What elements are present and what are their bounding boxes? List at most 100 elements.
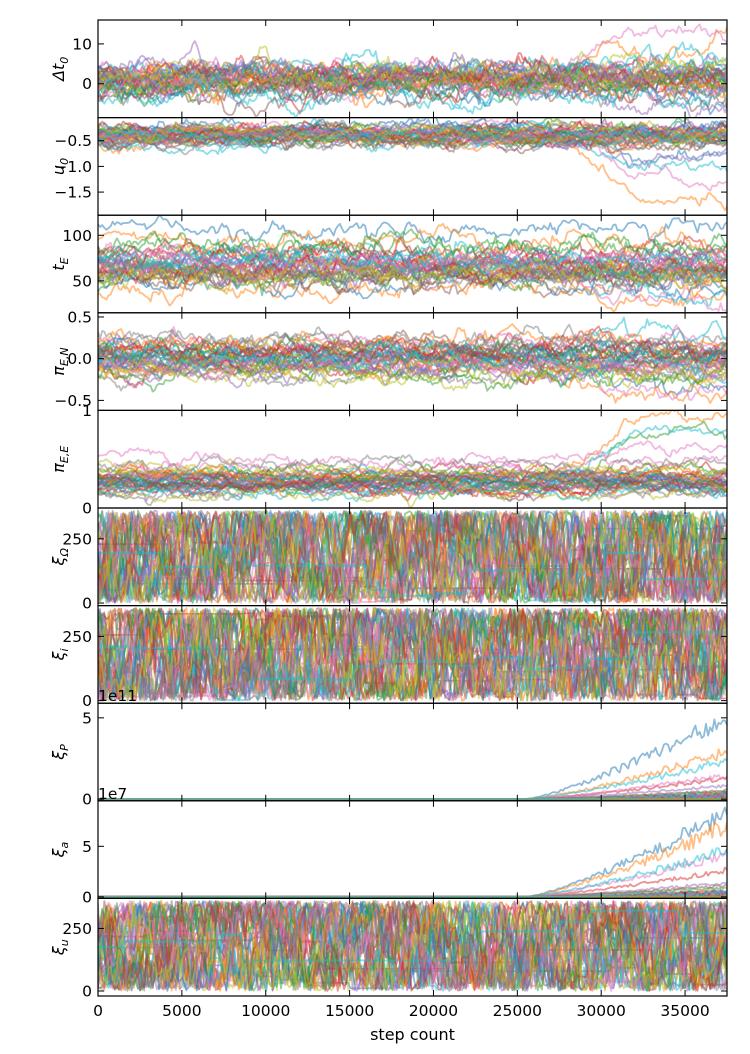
ylabel-sub-xii: i — [58, 648, 71, 651]
xtick-label-5: 25000 — [493, 1002, 542, 1020]
ytick-label-u0-2: −1.5 — [54, 184, 92, 202]
walker-xii-38 — [98, 608, 727, 702]
walker-xiu-39 — [98, 909, 727, 962]
ylabel-sub-xiP: P — [58, 744, 71, 751]
walker-u0-20 — [98, 117, 727, 139]
ylabel-sub-u0: 0 — [58, 158, 71, 165]
walker-xiu-36 — [98, 900, 727, 992]
x-axis: 0 5000 10000 15000 20000 25000 30000 35000 step … — [93, 1002, 710, 1044]
walker-piEE-39 — [98, 477, 727, 503]
ytick-label-dt0-0: 0 — [82, 75, 92, 93]
ytick-label-u0-0: −0.5 — [54, 132, 92, 150]
walker-xia-9 — [98, 847, 727, 898]
ylabel-sub-dt0: 0 — [58, 57, 71, 64]
ylabel-sub-xia: a — [58, 842, 71, 849]
xtick-label-3: 15000 — [325, 1002, 374, 1020]
ylabel-u0: u0 — [49, 158, 71, 175]
ylabel-xia: ξa — [49, 842, 71, 859]
walker-piEE-34 — [98, 468, 727, 495]
ytick-label-piEE-1: 1 — [82, 402, 92, 420]
walker-u0-39 — [98, 120, 727, 150]
walker-piEE-36 — [98, 447, 727, 469]
walker-traces-xia — [98, 806, 727, 898]
ylabel-main-xiOmega: ξ — [49, 555, 68, 566]
ylabel-sub-piEN: E,N — [58, 347, 71, 366]
walker-traces-xiP — [98, 718, 727, 801]
walker-dt0-38 — [98, 56, 727, 98]
walker-piEE-38 — [98, 484, 727, 508]
panel-piEE: 0 1 πE,E — [49, 402, 728, 518]
walker-piEN-39 — [98, 339, 727, 377]
ytick-label-xiu-1: 250 — [62, 920, 92, 938]
walker-xii-35 — [98, 607, 727, 702]
xtick-label-1: 5000 — [162, 1002, 201, 1020]
walker-tE-30 — [98, 215, 727, 244]
walker-traces-u0 — [98, 117, 727, 212]
ylabel-piEN: πE,N — [49, 347, 71, 375]
walker-xii-37 — [98, 607, 727, 702]
ylabel-xii: ξi — [49, 648, 71, 661]
ylabel-main-tE: t — [49, 264, 68, 271]
ylabel-tE: tE — [49, 257, 71, 270]
xtick-label-4: 20000 — [409, 1002, 458, 1020]
ytick-label-xiOmega-0: 0 — [82, 595, 92, 613]
ylabel-main-xiu: ξ — [49, 945, 68, 956]
walker-traces-tE — [98, 215, 727, 313]
walker-xiOmega-31 — [98, 509, 727, 604]
axes-frame-xia — [97, 800, 728, 899]
ylabel-piEE: πE,E — [49, 446, 71, 473]
ytick-label-piEN-1: 0.0 — [67, 350, 92, 368]
walker-tE-39 — [98, 245, 727, 283]
ytick-label-xiP-1: 5 — [82, 709, 92, 727]
xtick-label-2: 10000 — [241, 1002, 290, 1020]
ylabel-sub-tE: E — [58, 257, 71, 264]
ylabel-sub-piEE: E,E — [58, 446, 71, 463]
offset-label-xia: 1e7 — [98, 785, 127, 803]
ytick-label-xii-0: 0 — [82, 692, 92, 710]
walker-dt0-39 — [98, 74, 727, 118]
ytick-label-piEN-2: −0.5 — [54, 392, 92, 410]
panel-xia: 0 5 1e7 ξa — [49, 785, 728, 906]
ytick-label-xiu-0: 0 — [82, 982, 92, 1000]
ytick-label-piEN-0: 0.5 — [67, 308, 92, 326]
walker-piEN-35 — [98, 336, 727, 371]
walker-xiu-37 — [98, 900, 727, 992]
walker-tE-36 — [98, 247, 727, 282]
walker-piEN-38 — [98, 353, 727, 389]
walker-traces-xii — [98, 607, 727, 702]
ylabel-main-xiP: ξ — [49, 750, 68, 761]
walker-xiP-39 — [98, 790, 727, 800]
panel-xii: 0 250 ξi — [49, 604, 728, 710]
offset-label-xiP: 1e11 — [98, 687, 137, 705]
walker-tE-31 — [98, 222, 727, 259]
walker-xia-6 — [98, 849, 727, 898]
walker-u0-29 — [98, 117, 727, 152]
ytick-label-tE-0: 50 — [72, 272, 92, 290]
walker-traces-piEN — [98, 316, 727, 404]
ylabel-main-piEN: π — [49, 366, 68, 376]
walker-xiu-34 — [98, 900, 727, 991]
ylabel-dt0: Δt0 — [49, 57, 71, 83]
walker-traces-xiOmega — [98, 509, 727, 604]
ylabel-main-piEE: π — [49, 463, 68, 473]
ylabel-main-u0: u — [49, 165, 68, 175]
panel-xiu: 0 250 ξu — [49, 897, 728, 1000]
xtick-label-0: 0 — [93, 1002, 103, 1020]
xtick-label-6: 30000 — [577, 1002, 626, 1020]
ytick-label-u0-1: −1.0 — [54, 158, 92, 176]
ylabel-sub-xiu: u — [58, 939, 71, 946]
ylabel-main-xii: ξ — [49, 650, 68, 661]
ylabel-main-xia: ξ — [49, 847, 68, 858]
panel-xiP: 05 1e11 ξP — [49, 687, 728, 809]
walker-piEE-35 — [98, 471, 727, 494]
walker-traces-piEE — [98, 410, 727, 508]
walker-xiOmega-36 — [98, 510, 727, 604]
panel-tE: 50 100 tE — [49, 214, 728, 314]
walker-xii-36 — [98, 607, 727, 702]
panel-u0: −0.5 −1.0 −1.5 u0 — [49, 116, 728, 216]
ylabel-main-dt0: Δt — [49, 63, 68, 83]
x-axis-label: step count — [370, 1025, 455, 1044]
ytick-label-xii-1: 250 — [62, 628, 92, 646]
